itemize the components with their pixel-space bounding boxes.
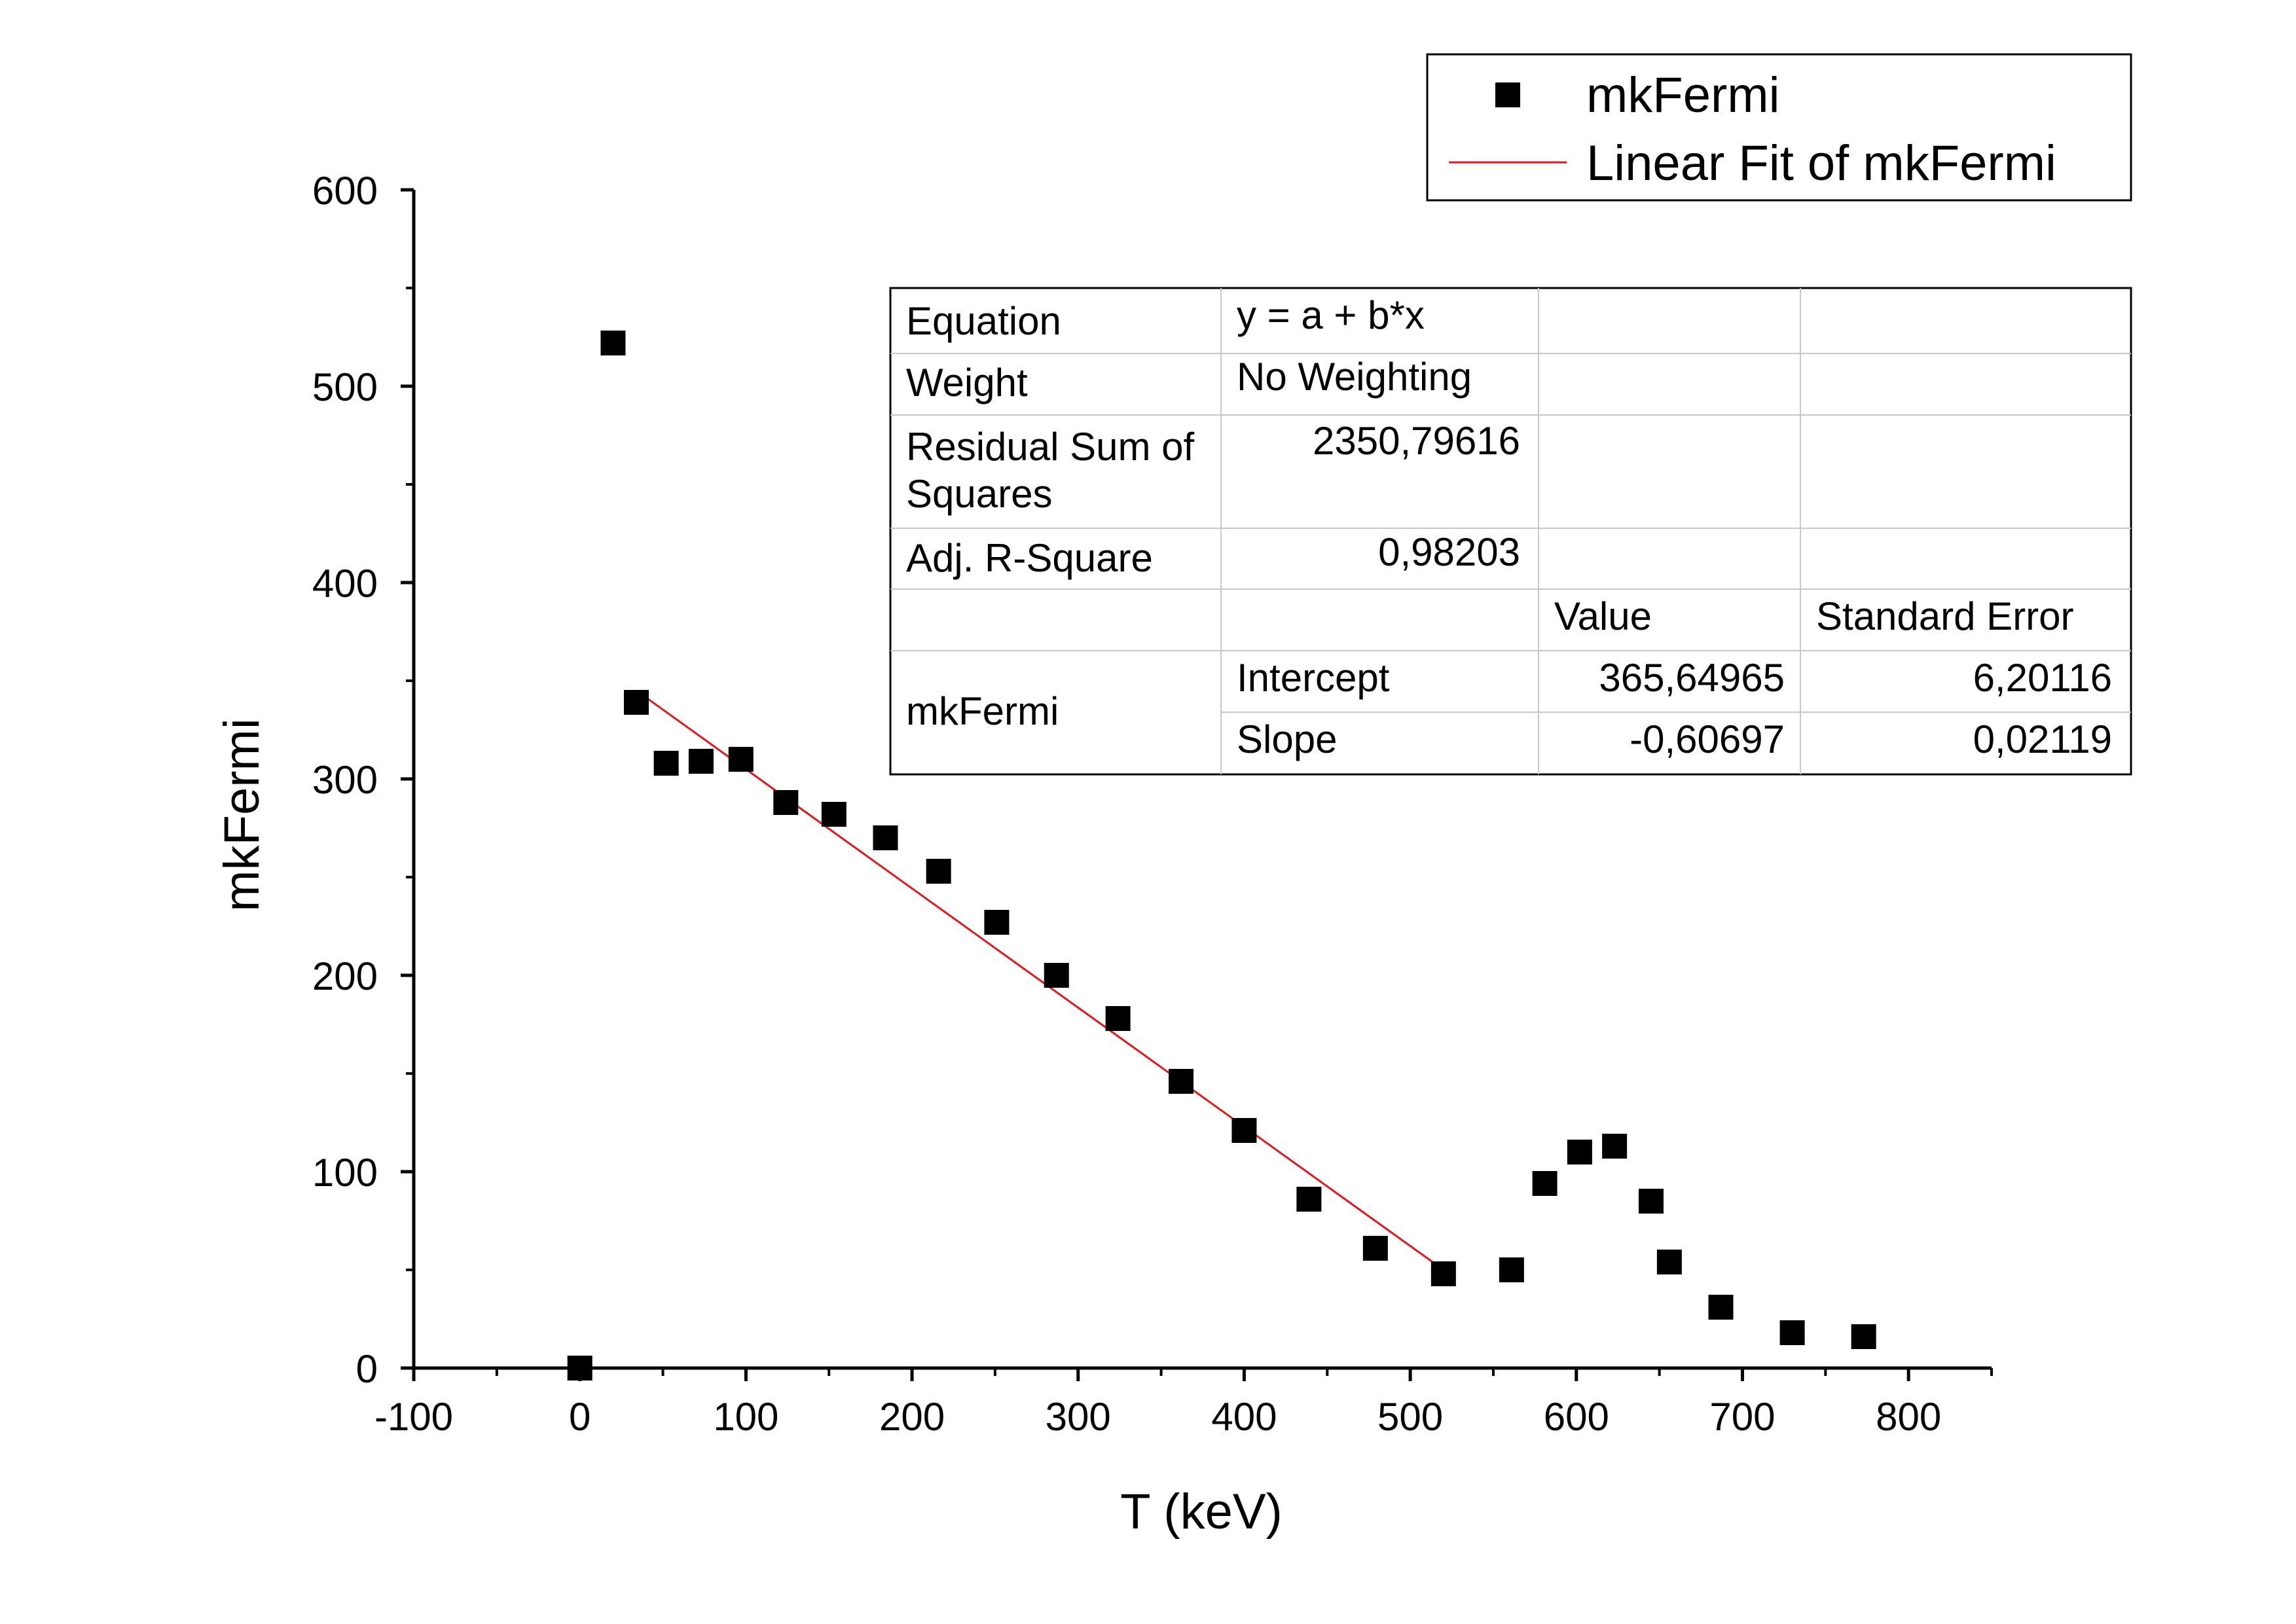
adj-r2-value: 0,98203 (1378, 530, 1520, 574)
y-tick-label: 500 (312, 365, 378, 409)
data-point (1780, 1320, 1805, 1345)
data-point (1431, 1261, 1456, 1286)
data-point (926, 859, 951, 884)
x-axis-label: T (keV) (1120, 1484, 1283, 1540)
intercept-label: Intercept (1237, 656, 1390, 700)
slope-value: -0,60697 (1630, 717, 1785, 761)
data-point (1363, 1236, 1388, 1261)
x-tick-label: 700 (1709, 1395, 1775, 1439)
x-tick-label: 800 (1876, 1395, 1941, 1439)
equation-label: Equation (906, 299, 1061, 343)
data-point (1602, 1134, 1627, 1159)
data-point (1169, 1069, 1194, 1094)
weight-value: No Weighting (1237, 355, 1472, 399)
data-point (1851, 1324, 1876, 1349)
x-tick-label: 600 (1544, 1395, 1609, 1439)
data-point (1708, 1295, 1733, 1320)
y-tick-label: 300 (312, 758, 378, 802)
group-label: mkFermi (906, 689, 1059, 733)
legend-label-fit: Linear Fit of mkFermi (1586, 135, 2056, 191)
fit-line (636, 691, 1444, 1270)
value-header: Value (1554, 594, 1652, 638)
intercept-value: 365,64965 (1599, 656, 1785, 700)
rss-value: 2350,79616 (1313, 419, 1520, 463)
x-tick-label: 100 (713, 1395, 778, 1439)
data-point (1296, 1187, 1321, 1212)
slope-error: 0,02119 (1973, 717, 2112, 761)
slope-label: Slope (1237, 717, 1337, 761)
x-tick-label: 300 (1046, 1395, 1111, 1439)
data-point (773, 790, 798, 815)
y-tick-labels: 0 100 200 300 400 500 600 (312, 169, 378, 1391)
x-ticks (414, 1368, 1992, 1381)
stderr-header: Standard Error (1816, 594, 2074, 638)
x-tick-labels: -100 0 100 200 300 400 500 600 700 800 (374, 1395, 1941, 1439)
data-point (568, 1356, 592, 1380)
data-point (822, 802, 847, 827)
data-point (624, 690, 649, 715)
x-tick-label: 500 (1377, 1395, 1443, 1439)
x-tick-label: 400 (1211, 1395, 1277, 1439)
weight-label: Weight (906, 361, 1028, 405)
data-point (689, 749, 714, 774)
data-point (1657, 1250, 1682, 1274)
rss-label-line2: Squares (906, 472, 1052, 516)
rss-label-line1: Residual Sum of (906, 425, 1195, 469)
y-tick-label: 400 (312, 562, 378, 605)
y-tick-label: 0 (356, 1347, 378, 1391)
data-point (600, 331, 625, 355)
legend: mkFermi Linear Fit of mkFermi (1427, 54, 2131, 200)
y-tick-label: 600 (312, 169, 378, 213)
y-axis-label: mkFermi (214, 718, 270, 912)
data-point (654, 751, 679, 776)
data-point (1533, 1171, 1558, 1196)
data-point (1106, 1006, 1131, 1031)
data-point (873, 825, 898, 850)
intercept-error: 6,20116 (1973, 656, 2112, 700)
equation-value: y = a + b*x (1237, 293, 1425, 337)
data-point (1499, 1257, 1524, 1282)
fit-table: Equation y = a + b*x Weight No Weighting… (890, 288, 2131, 774)
y-tick-label: 100 (312, 1151, 378, 1195)
legend-label-mkfermi: mkFermi (1586, 67, 1780, 123)
data-point (984, 910, 1009, 935)
data-point (1567, 1140, 1592, 1164)
data-point (1044, 963, 1069, 988)
x-tick-label: 200 (879, 1395, 945, 1439)
data-point (1639, 1189, 1664, 1214)
x-tick-label: 0 (569, 1395, 591, 1439)
x-tick-label: -100 (374, 1395, 453, 1439)
y-tick-label: 200 (312, 954, 378, 998)
legend-marker-square (1495, 82, 1520, 107)
adj-r2-label: Adj. R-Square (906, 536, 1153, 580)
data-point (729, 747, 754, 772)
data-point (1231, 1118, 1256, 1143)
y-ticks (401, 190, 414, 1368)
